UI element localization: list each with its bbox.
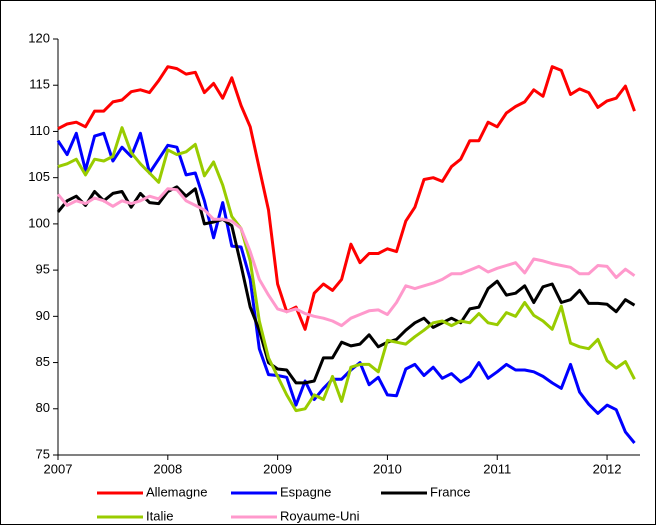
- legend-label: Italie: [146, 508, 173, 523]
- y-tick-label: 85: [36, 354, 50, 369]
- y-tick-label: 100: [28, 215, 50, 230]
- legend-label: Allemagne: [146, 484, 207, 499]
- y-tick-label: 115: [29, 77, 50, 92]
- series-line: [56, 131, 636, 444]
- x-tick-label: 2008: [153, 461, 182, 476]
- y-tick-label: 95: [36, 262, 50, 277]
- y-tick-label: 105: [28, 169, 50, 184]
- legend-label: France: [430, 484, 470, 499]
- legend-label: Royaume-Uni: [280, 508, 360, 523]
- x-tick-label: 2012: [593, 461, 622, 476]
- x-tick-label: 2011: [483, 461, 511, 476]
- y-tick-label: 110: [29, 123, 50, 138]
- x-tick-label: 2009: [263, 461, 292, 476]
- legend-label: Espagne: [280, 484, 331, 499]
- series-line: [57, 126, 636, 413]
- series-line: [57, 65, 636, 331]
- y-tick-label: 80: [36, 400, 50, 415]
- y-tick-label: 90: [36, 308, 50, 323]
- x-tick-label: 2010: [373, 461, 402, 476]
- series-line: [56, 185, 636, 385]
- y-tick-label: 75: [36, 446, 50, 461]
- x-tick-label: 2007: [44, 461, 73, 476]
- y-tick-label: 120: [28, 30, 50, 45]
- series-line: [56, 187, 636, 328]
